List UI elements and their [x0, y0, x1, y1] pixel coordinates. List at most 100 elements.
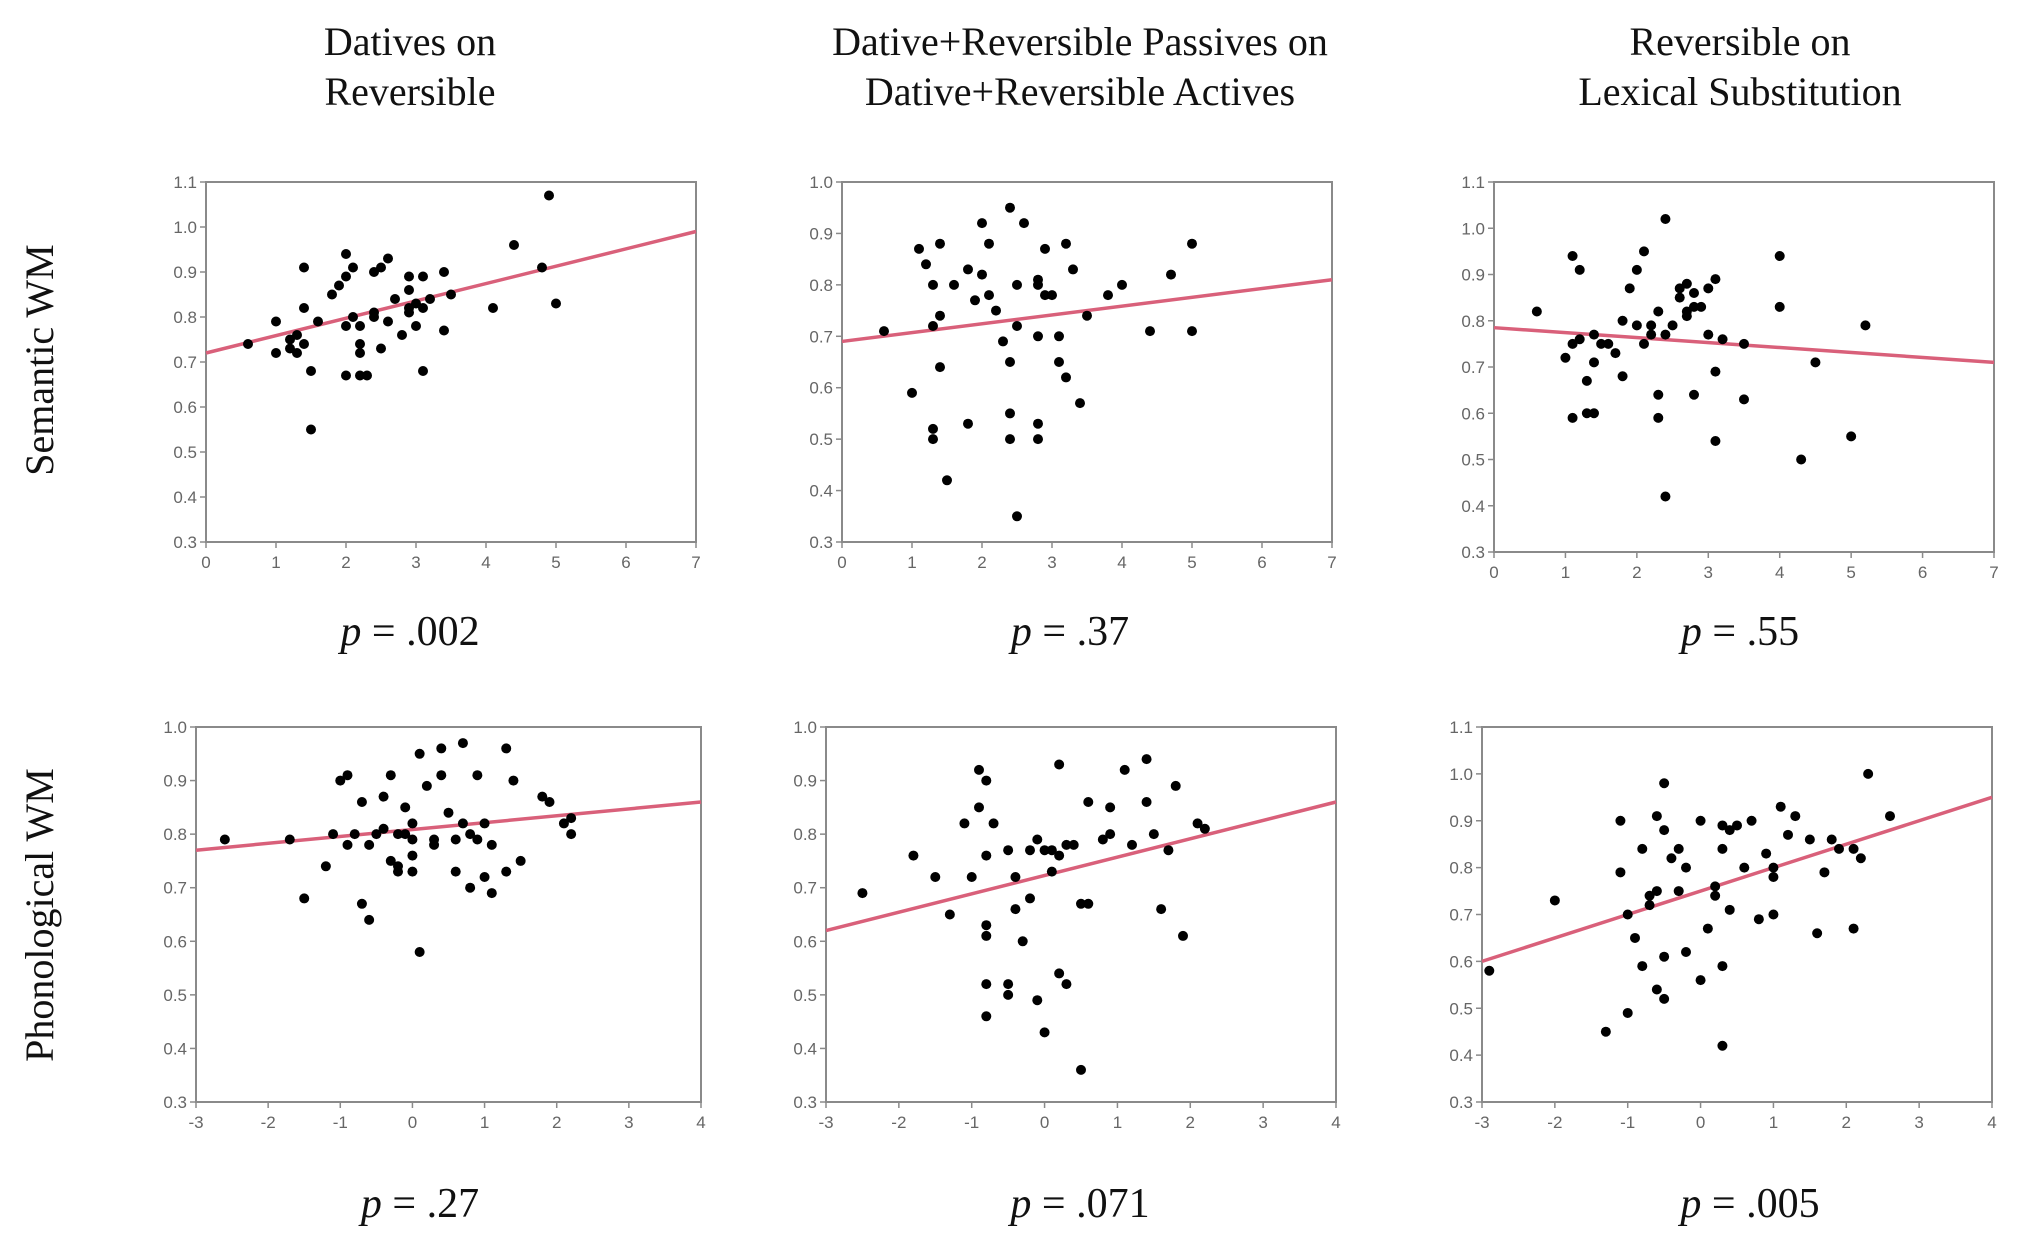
data-point [414, 947, 425, 957]
data-point [1010, 904, 1021, 915]
data-point [879, 326, 889, 337]
data-point [465, 882, 476, 893]
data-point [988, 818, 999, 829]
data-point [1695, 815, 1706, 826]
data-point [981, 920, 992, 931]
scatter-semantic-passives: 0.3 0.4 0.5 0.6 0.7 0.8 0.9 1.0 0 1 2 3 4 5 6 7 [809, 173, 1336, 572]
y-tick-label: 0.4 [163, 1039, 187, 1058]
data-point [1660, 329, 1671, 340]
data-point [1753, 914, 1764, 925]
data-point [1696, 301, 1707, 312]
data-point [1703, 283, 1714, 294]
data-point [566, 829, 577, 840]
data-point [1603, 338, 1614, 349]
x-tick-label: 3 [1914, 1113, 1923, 1132]
x-tick-label: 4 [1331, 1113, 1340, 1132]
data-point [479, 818, 490, 829]
scatter-phonological-passives: 0.3 0.4 0.5 0.6 0.7 0.8 0.9 1.0 -3 -2 -1 0 1 2 3 4 [793, 718, 1340, 1132]
data-point [1673, 843, 1684, 854]
data-point [1141, 797, 1152, 807]
data-point [364, 839, 375, 850]
data-point [1673, 886, 1684, 897]
y-tick-label: 0.6 [1449, 952, 1473, 971]
x-tick-label: 0 [837, 553, 846, 572]
data-point [970, 295, 980, 306]
y-tick-label: 0.4 [173, 488, 197, 507]
y-tick-label: 0.7 [809, 327, 833, 346]
data-point [963, 418, 973, 429]
y-tick-label: 0.9 [793, 772, 817, 791]
data-point [284, 834, 295, 845]
data-point [984, 290, 994, 301]
data-point [450, 834, 461, 845]
data-point [1054, 759, 1065, 770]
data-point [400, 829, 411, 840]
data-point [1156, 904, 1167, 915]
x-tick-label: 5 [1846, 563, 1855, 582]
p-symbol: p [340, 609, 362, 655]
p-symbol: p [360, 1181, 382, 1227]
x-tick-label: 4 [1775, 563, 1784, 582]
data-point [355, 348, 365, 358]
data-point [1033, 418, 1043, 429]
data-point [1702, 923, 1713, 934]
y-tick-label: 1.1 [1461, 173, 1485, 192]
data-point [1148, 829, 1159, 840]
y-tick-label: 0.9 [1449, 812, 1473, 831]
data-point [306, 366, 316, 376]
data-point [1848, 843, 1859, 854]
x-tick-label: 2 [1632, 563, 1641, 582]
data-point [1681, 306, 1692, 317]
data-point [1581, 408, 1592, 419]
data-point [465, 829, 476, 840]
regression-line [841, 277, 1333, 344]
data-point [1012, 511, 1022, 522]
regression-line [825, 800, 1337, 933]
data-point [393, 829, 403, 840]
data-point [378, 823, 389, 834]
data-point [1032, 834, 1043, 845]
data-point [981, 979, 992, 990]
data-point [327, 289, 337, 300]
data-point [488, 303, 498, 313]
data-point [509, 240, 519, 250]
y-tick-label: 1.0 [1461, 219, 1485, 238]
data-point [1848, 923, 1859, 934]
y-tick-label: 0.3 [793, 1093, 817, 1112]
data-point [1768, 862, 1779, 873]
data-point [1624, 283, 1635, 294]
data-point [1810, 357, 1821, 368]
data-point [1674, 292, 1685, 303]
data-point [328, 829, 339, 840]
data-point [1082, 310, 1092, 321]
data-point [907, 387, 917, 398]
data-point [928, 321, 938, 331]
data-point [1630, 932, 1640, 943]
data-point [1033, 434, 1043, 445]
data-point [566, 813, 577, 824]
column-title-datives: Datives on Reversible [230, 17, 590, 117]
y-tick-label: 0.5 [1461, 451, 1485, 470]
data-point [1681, 947, 1691, 957]
data-point [376, 262, 386, 273]
y-tick-label: 1.0 [173, 218, 197, 237]
data-point [1097, 834, 1108, 845]
data-point [1187, 238, 1197, 249]
data-point [414, 748, 425, 759]
x-tick-label: 2 [341, 553, 350, 572]
data-point [342, 770, 353, 781]
x-tick-label: 3 [624, 1113, 633, 1132]
data-point [1783, 829, 1793, 840]
p-value-phonological-datives: p = .27 [320, 1180, 520, 1228]
data-point [341, 249, 351, 259]
y-tick-label: 0.7 [1461, 358, 1485, 377]
data-point [1774, 301, 1785, 312]
x-tick-label: -2 [1547, 1113, 1562, 1132]
p-value-semantic-reversible: p = .55 [1640, 608, 1840, 656]
x-tick-label: 0 [408, 1113, 417, 1132]
data-point [949, 279, 959, 290]
data-point [1653, 412, 1664, 423]
data-point [1567, 412, 1578, 423]
data-point [981, 775, 992, 786]
plot-frame [195, 726, 702, 1103]
